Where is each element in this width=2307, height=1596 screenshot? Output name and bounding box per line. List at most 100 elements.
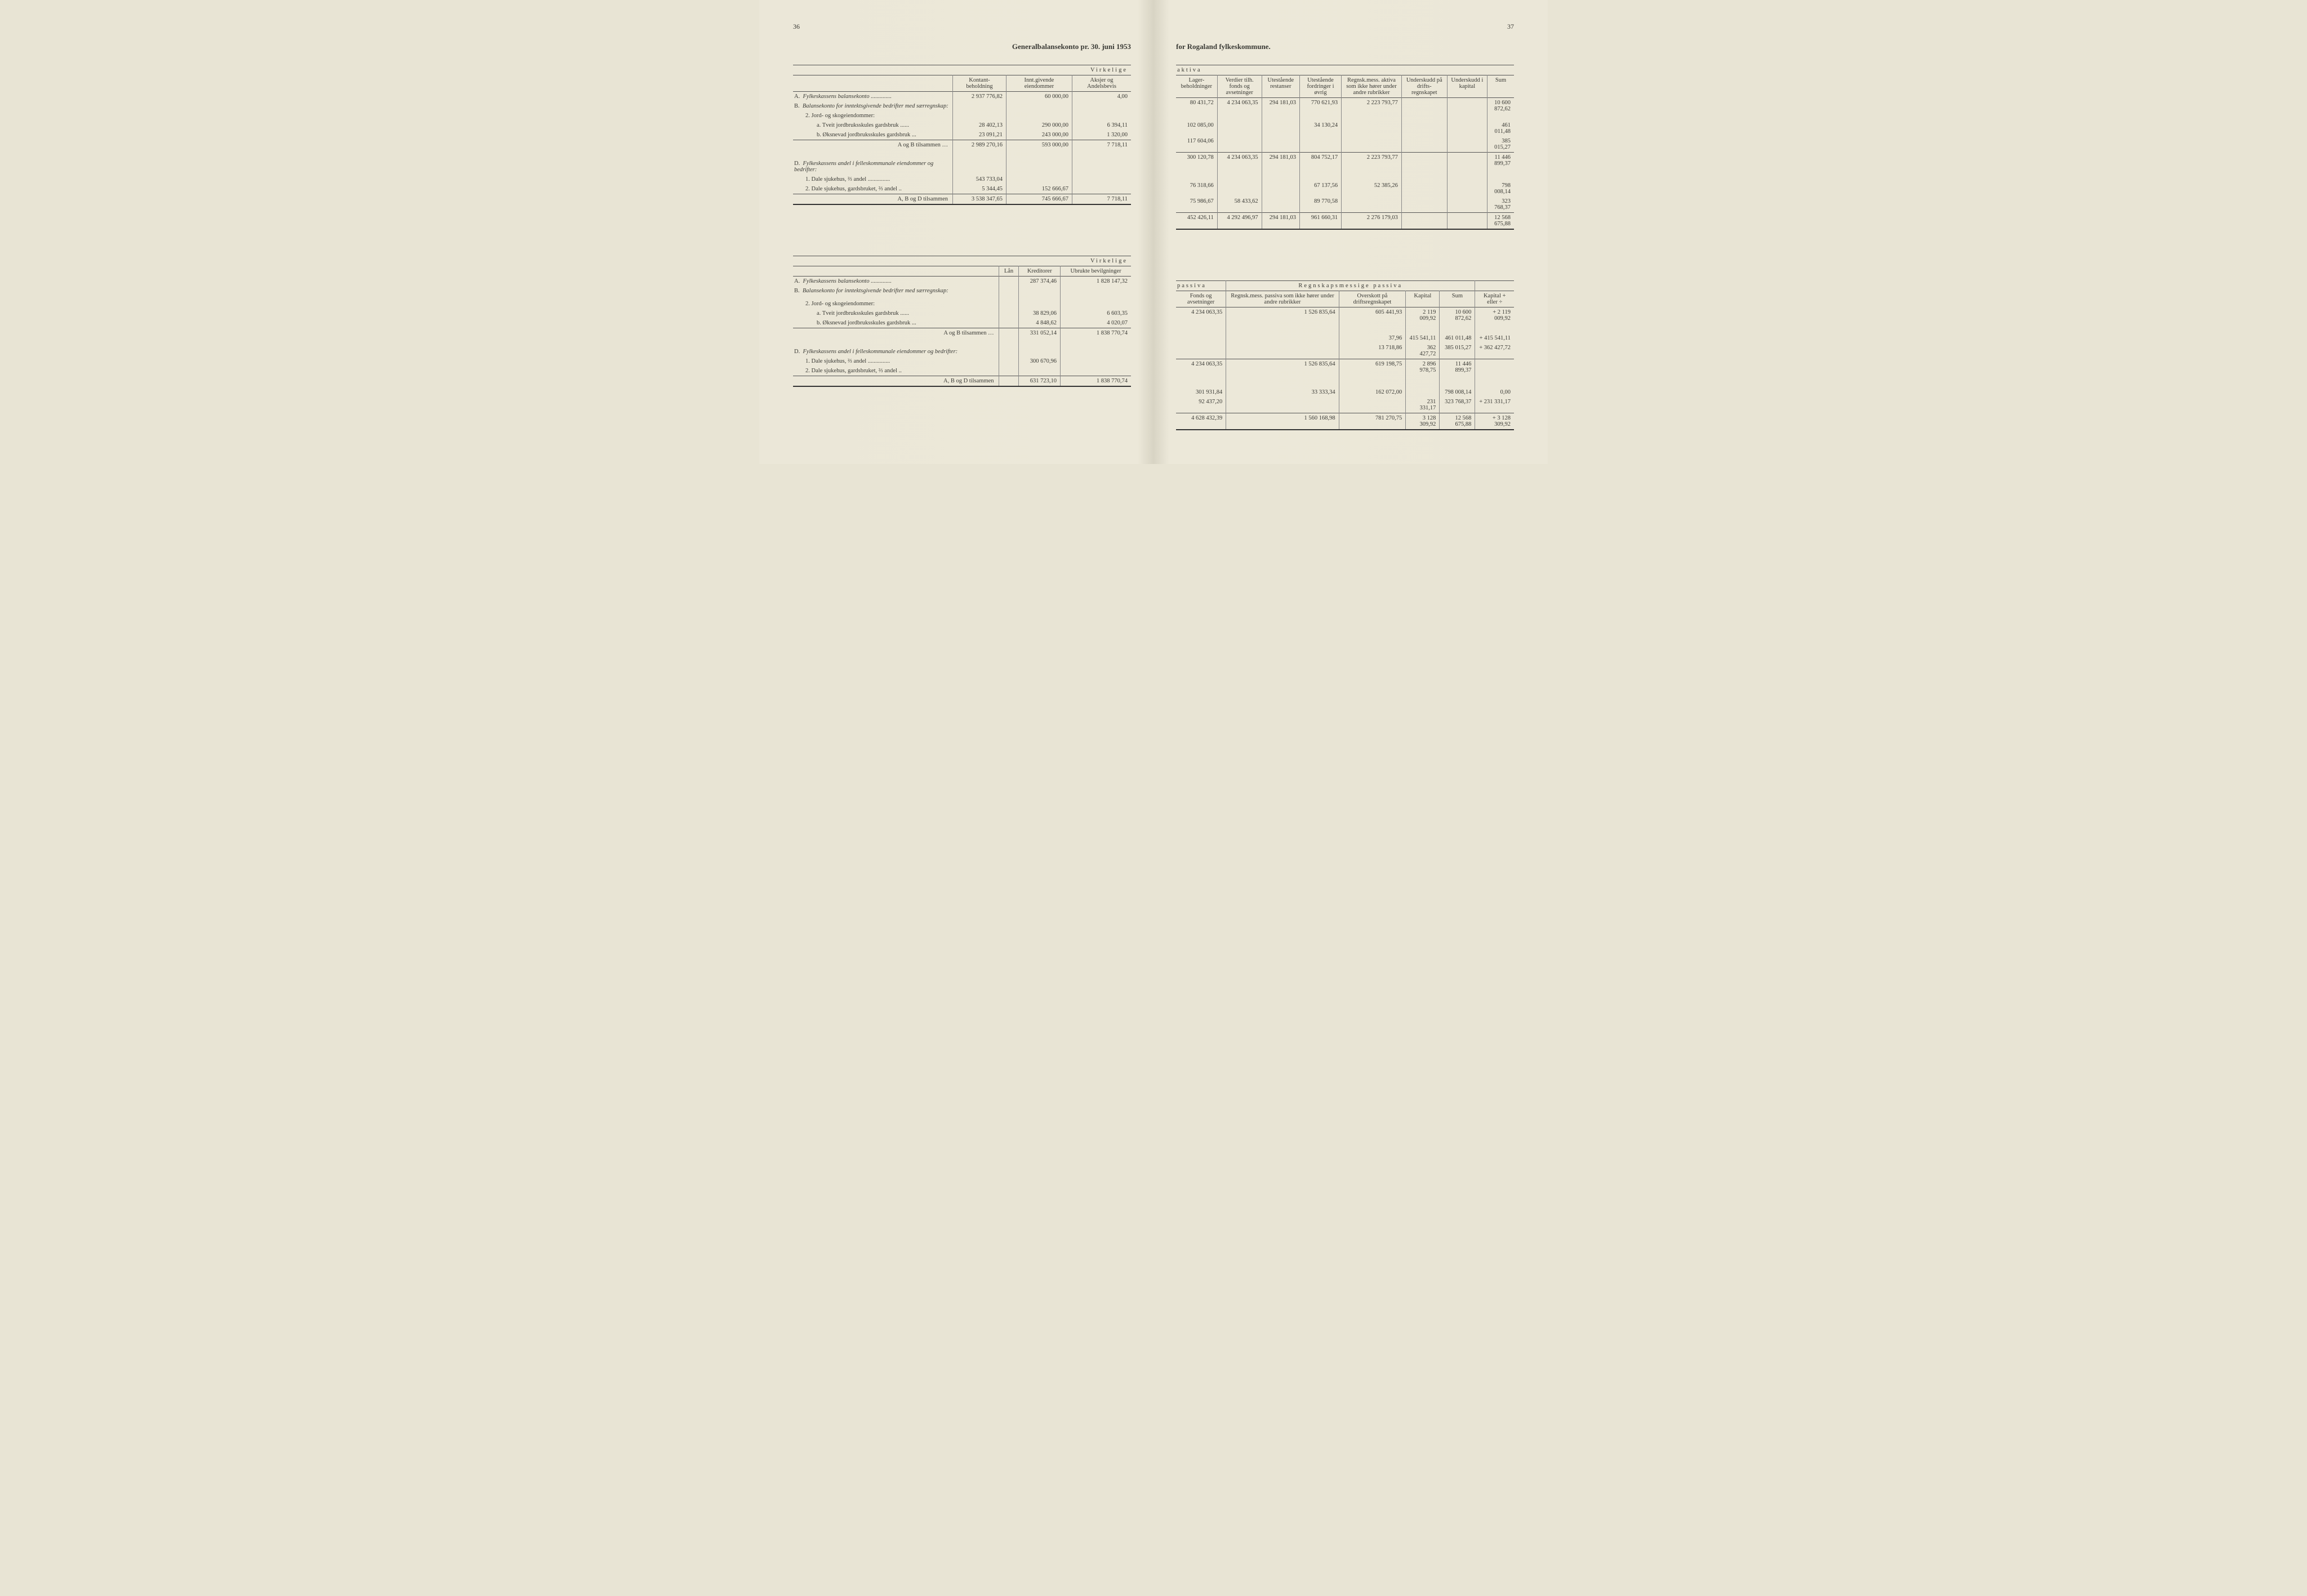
table-cell	[1447, 98, 1487, 114]
table-cell	[1401, 181, 1447, 197]
table-cell: 385 015,27	[1487, 136, 1514, 153]
table-cell	[999, 376, 1019, 387]
row-label: B. Balansekonto for inntektsgivende bedr…	[793, 101, 953, 111]
table-cell	[999, 309, 1019, 318]
table-cell	[1072, 159, 1131, 175]
table-cell: 11 446 899,37	[1440, 359, 1475, 376]
table-cell: 461 011,48	[1487, 121, 1514, 136]
table-right-top: aktiva Lager-beholdningerVerdier tilh. f…	[1176, 65, 1514, 230]
table-cell: 4 234 063,35	[1217, 98, 1262, 114]
table-cell: 3 538 347,65	[953, 194, 1006, 205]
table-cell: 80 431,72	[1176, 98, 1217, 114]
table-cell: + 3 128 309,92	[1475, 413, 1514, 430]
table-cell: 7 718,11	[1072, 140, 1131, 150]
table-cell	[1401, 197, 1447, 213]
column-header: Innt.givende eiendommer	[1006, 75, 1072, 92]
table-cell: 461 011,48	[1440, 333, 1475, 343]
table-cell	[1262, 121, 1299, 136]
table-cell	[1226, 333, 1339, 343]
table-cell	[1342, 136, 1402, 153]
table-cell: 58 433,62	[1217, 197, 1262, 213]
title-right: for Rogaland fylkeskommune.	[1176, 42, 1514, 51]
table-cell: 4 628 432,39	[1176, 413, 1226, 430]
table-cell	[1262, 136, 1299, 153]
row-label: A, B og D tilsammen	[793, 194, 953, 205]
table-cell	[1447, 153, 1487, 169]
table-cell	[1401, 98, 1447, 114]
table-cell	[1061, 366, 1131, 376]
table-cell: 2 896 978,75	[1406, 359, 1440, 376]
table-cell	[1072, 101, 1131, 111]
row-label: B. Balansekonto for inntektsgivende bedr…	[793, 286, 999, 296]
page-number-left: 36	[793, 23, 1131, 31]
table-cell	[1406, 387, 1440, 397]
table-cell: 781 270,75	[1339, 413, 1406, 430]
column-header: Verdier tilh. fonds og avsetninger	[1217, 75, 1262, 98]
table-cell	[1006, 175, 1072, 184]
table-cell	[1342, 121, 1402, 136]
table-cell	[1072, 175, 1131, 184]
table-cell: 11 446 899,37	[1487, 153, 1514, 169]
table-cell: 89 770,58	[1299, 197, 1341, 213]
table-cell: 593 000,00	[1006, 140, 1072, 150]
table-cell: 1 320,00	[1072, 130, 1131, 140]
table-cell	[1447, 213, 1487, 230]
table-cell: 243 000,00	[1006, 130, 1072, 140]
table-cell: 1 526 835,64	[1226, 307, 1339, 324]
column-header: Sum	[1487, 75, 1514, 98]
row-label: A og B tilsammen …	[793, 140, 953, 150]
table-cell: 385 015,27	[1440, 343, 1475, 359]
table-cell: 1 828 147,32	[1061, 277, 1131, 287]
table-cell: 2 276 179,03	[1342, 213, 1402, 230]
row-label: A, B og D tilsammen	[793, 376, 999, 387]
table-cell: + 231 331,17	[1475, 397, 1514, 413]
table-cell: 770 621,93	[1299, 98, 1341, 114]
table-cell: + 362 427,72	[1475, 343, 1514, 359]
row-label: D. Fylkeskassens andel i felleskommunale…	[793, 347, 999, 356]
table-cell: 2 937 776,82	[953, 92, 1006, 102]
page-right: 37 for Rogaland fylkeskommune. aktiva La…	[1154, 0, 1548, 464]
table-cell: 290 000,00	[1006, 121, 1072, 130]
table-cell: 37,96	[1339, 333, 1406, 343]
table-cell: 4 848,62	[1019, 318, 1061, 328]
column-header: Fonds og avsetninger	[1176, 291, 1226, 307]
table-cell	[1019, 366, 1061, 376]
table-cell: 2 989 270,16	[953, 140, 1006, 150]
table-cell	[1006, 111, 1072, 121]
table-cell: 38 829,06	[1019, 309, 1061, 318]
table-cell: 117 604,06	[1176, 136, 1217, 153]
table-cell: 13 718,86	[1339, 343, 1406, 359]
table-cell	[1217, 121, 1262, 136]
table-cell	[999, 277, 1019, 287]
table-cell	[999, 299, 1019, 309]
row-label: b. Øksnevad jordbruksskules gardsbruk ..…	[793, 318, 999, 328]
table-cell	[1447, 181, 1487, 197]
table-cell	[1475, 359, 1514, 376]
table-cell	[1262, 197, 1299, 213]
table-cell	[999, 347, 1019, 356]
table-cell	[953, 159, 1006, 175]
aktiva-label: aktiva	[1176, 65, 1514, 75]
table-cell: 10 600 872,62	[1487, 98, 1514, 114]
column-header: Kontant-beholdning	[953, 75, 1006, 92]
table-cell	[1006, 159, 1072, 175]
table-left-top: Virkelige Kontant-beholdningInnt.givende…	[793, 65, 1131, 205]
table-cell	[1401, 213, 1447, 230]
column-header: Kreditorer	[1019, 266, 1061, 277]
table-cell: 745 666,67	[1006, 194, 1072, 205]
table-cell: 12 568 675,88	[1440, 413, 1475, 430]
table-cell	[1299, 136, 1341, 153]
table-cell: 543 733,04	[953, 175, 1006, 184]
table-cell	[1176, 333, 1226, 343]
table-cell	[1447, 197, 1487, 213]
table-cell: 323 768,37	[1440, 397, 1475, 413]
table-cell	[1262, 181, 1299, 197]
table-cell: 2 223 793,77	[1342, 153, 1402, 169]
table-cell: 3 128 309,92	[1406, 413, 1440, 430]
table-cell	[999, 328, 1019, 338]
table-cell: 152 666,67	[1006, 184, 1072, 194]
table-cell: 4 292 496,97	[1217, 213, 1262, 230]
table-cell	[1072, 184, 1131, 194]
table-cell: 12 568 675,88	[1487, 213, 1514, 230]
column-header: Aksjer og Andelsbevis	[1072, 75, 1131, 92]
